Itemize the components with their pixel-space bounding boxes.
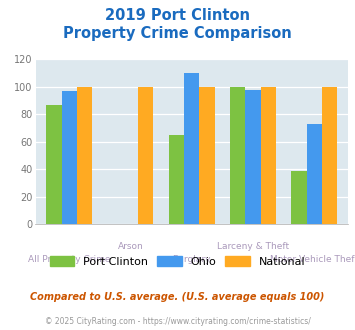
Bar bbox=[138, 87, 153, 224]
Text: Motor Vehicle Theft: Motor Vehicle Theft bbox=[270, 255, 355, 264]
Bar bbox=[307, 124, 322, 224]
Text: Burglary: Burglary bbox=[173, 255, 211, 264]
Text: Property Crime Comparison: Property Crime Comparison bbox=[63, 26, 292, 41]
Bar bbox=[322, 87, 337, 224]
Text: Arson: Arson bbox=[118, 243, 143, 251]
Text: © 2025 CityRating.com - https://www.cityrating.com/crime-statistics/: © 2025 CityRating.com - https://www.city… bbox=[45, 317, 310, 326]
Bar bbox=[61, 91, 77, 224]
Bar bbox=[230, 87, 245, 224]
Bar bbox=[245, 90, 261, 224]
Bar bbox=[184, 73, 200, 224]
Text: All Property Crime: All Property Crime bbox=[28, 255, 110, 264]
Bar bbox=[261, 87, 276, 224]
Bar bbox=[200, 87, 215, 224]
Bar bbox=[169, 135, 184, 224]
Text: 2019 Port Clinton: 2019 Port Clinton bbox=[105, 8, 250, 23]
Bar bbox=[46, 105, 61, 224]
Text: Compared to U.S. average. (U.S. average equals 100): Compared to U.S. average. (U.S. average … bbox=[30, 292, 325, 302]
Bar bbox=[291, 171, 307, 224]
Bar bbox=[77, 87, 92, 224]
Text: Larceny & Theft: Larceny & Theft bbox=[217, 243, 289, 251]
Legend: Port Clinton, Ohio, National: Port Clinton, Ohio, National bbox=[50, 255, 305, 267]
